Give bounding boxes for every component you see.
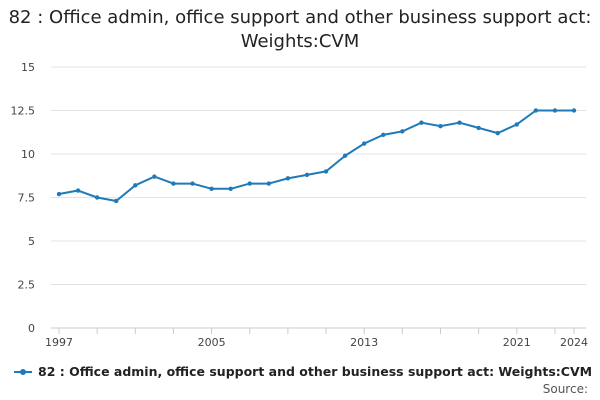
y-tick-label: 0 [28,322,35,335]
x-tick-label: 1997 [45,336,73,349]
x-tick-label: 2013 [350,336,378,349]
data-point [304,172,310,178]
x-tick-label: 2021 [503,336,531,349]
source-label: Source: [542,382,588,396]
data-point [285,176,291,181]
y-tick-label: 5 [28,235,35,248]
data-point [75,188,81,193]
data-point [228,186,233,191]
data-point [514,122,519,127]
data-point [209,186,214,191]
data-point [152,174,157,179]
data-point [56,191,62,197]
y-tick-label: 10 [21,148,35,161]
legend-series-label: 82 : Office admin, office support and ot… [38,364,593,379]
y-tick-label: 15 [21,61,35,74]
data-point [94,195,100,200]
data-point [114,198,119,204]
data-point [571,108,577,113]
data-point [247,181,252,186]
data-point [190,181,195,186]
data-point [133,183,138,188]
data-point [342,153,348,158]
data-point [419,120,424,125]
data-point [476,125,481,131]
data-point [457,120,462,125]
data-point [438,123,443,129]
legend-series-marker [14,367,32,377]
legend[interactable]: 82 : Office admin, office support and ot… [14,364,592,379]
data-point [552,108,558,113]
data-point [361,141,367,146]
series-line [58,109,574,202]
data-point [495,130,500,136]
y-tick-label: 7.5 [18,192,36,205]
data-point [400,129,405,134]
x-tick-label: 2024 [560,336,588,349]
y-tick-label: 12.5 [11,105,36,118]
data-point [381,132,386,138]
y-tick-label: 2.5 [18,279,36,292]
data-point [323,169,329,174]
data-point [266,181,272,186]
data-point [171,181,176,186]
data-point [533,108,539,113]
x-tick-label: 2005 [198,336,226,349]
chart-title: 82 : Office admin, office support and ot… [8,7,592,52]
